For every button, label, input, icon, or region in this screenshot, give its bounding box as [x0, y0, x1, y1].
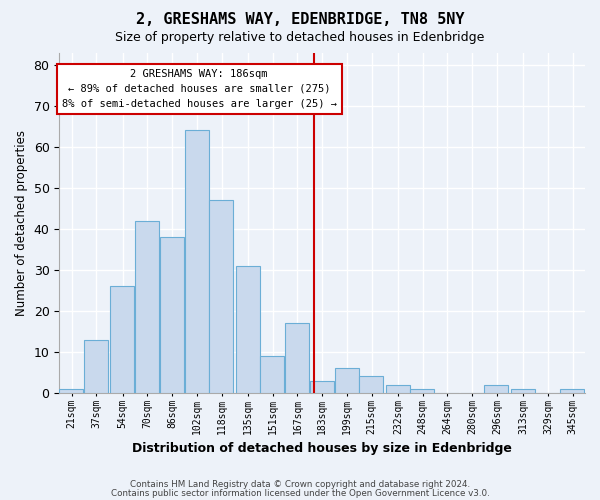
Bar [310, 380, 334, 393]
Text: 2 GRESHAMS WAY: 186sqm
← 89% of detached houses are smaller (275)
8% of semi-det: 2 GRESHAMS WAY: 186sqm ← 89% of detached… [62, 69, 337, 108]
Bar [84, 340, 108, 393]
X-axis label: Distribution of detached houses by size in Edenbridge: Distribution of detached houses by size … [132, 442, 512, 455]
Bar [560, 389, 584, 393]
Text: Size of property relative to detached houses in Edenbridge: Size of property relative to detached ho… [115, 31, 485, 44]
Bar [386, 384, 410, 393]
Bar [135, 220, 159, 393]
Bar [160, 237, 184, 393]
Bar [59, 389, 83, 393]
Bar [359, 376, 383, 393]
Bar [335, 368, 359, 393]
Bar [185, 130, 209, 393]
Bar [236, 266, 260, 393]
Bar [110, 286, 134, 393]
Text: Contains HM Land Registry data © Crown copyright and database right 2024.: Contains HM Land Registry data © Crown c… [130, 480, 470, 489]
Text: 2, GRESHAMS WAY, EDENBRIDGE, TN8 5NY: 2, GRESHAMS WAY, EDENBRIDGE, TN8 5NY [136, 12, 464, 28]
Bar [511, 389, 535, 393]
Bar [285, 323, 309, 393]
Bar [209, 200, 233, 393]
Text: Contains public sector information licensed under the Open Government Licence v3: Contains public sector information licen… [110, 489, 490, 498]
Y-axis label: Number of detached properties: Number of detached properties [15, 130, 28, 316]
Bar [410, 389, 434, 393]
Bar [484, 384, 508, 393]
Bar [260, 356, 284, 393]
